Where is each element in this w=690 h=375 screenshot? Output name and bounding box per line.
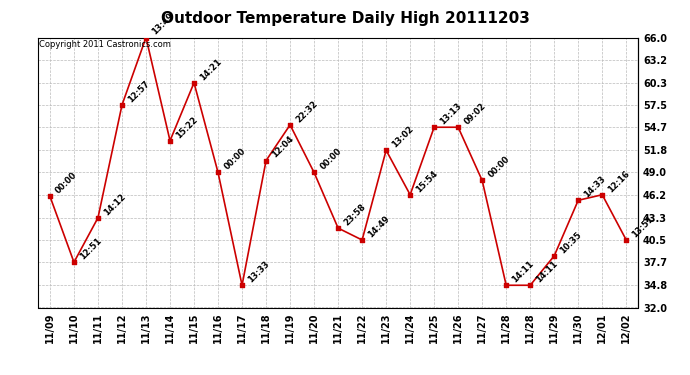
- Point: [284, 122, 295, 128]
- Point: [141, 34, 152, 40]
- Text: 14:49: 14:49: [366, 214, 391, 239]
- Text: 14:21: 14:21: [198, 57, 224, 82]
- Point: [164, 138, 175, 144]
- Text: Outdoor Temperature Daily High 20111203: Outdoor Temperature Daily High 20111203: [161, 11, 529, 26]
- Point: [621, 237, 632, 243]
- Text: 23:58: 23:58: [342, 202, 368, 227]
- Text: 13:13: 13:13: [438, 101, 464, 126]
- Text: 12:51: 12:51: [78, 236, 104, 261]
- Point: [44, 194, 55, 200]
- Point: [524, 282, 535, 288]
- Point: [477, 177, 488, 183]
- Point: [237, 282, 248, 288]
- Text: 22:32: 22:32: [294, 99, 319, 124]
- Text: 00:00: 00:00: [486, 154, 511, 180]
- Point: [261, 158, 272, 164]
- Text: 12:57: 12:57: [126, 79, 151, 104]
- Text: 00:00: 00:00: [222, 147, 247, 172]
- Text: 12:16: 12:16: [607, 169, 632, 194]
- Text: 00:00: 00:00: [318, 147, 343, 172]
- Text: 15:22: 15:22: [174, 115, 199, 140]
- Point: [597, 192, 608, 198]
- Point: [308, 170, 319, 176]
- Point: [357, 237, 368, 243]
- Point: [333, 225, 344, 231]
- Text: 09:02: 09:02: [462, 101, 487, 126]
- Point: [428, 124, 440, 130]
- Text: 13:02: 13:02: [391, 124, 415, 150]
- Text: 14:11: 14:11: [511, 259, 535, 285]
- Text: 13:49: 13:49: [150, 12, 175, 37]
- Point: [188, 80, 199, 86]
- Text: 13:51: 13:51: [631, 214, 655, 239]
- Text: 13:33: 13:33: [246, 260, 271, 285]
- Text: 14:11: 14:11: [534, 259, 560, 285]
- Point: [573, 197, 584, 203]
- Point: [117, 102, 128, 108]
- Point: [213, 170, 224, 176]
- Point: [501, 282, 512, 288]
- Text: 14:33: 14:33: [582, 174, 608, 200]
- Text: 12:04: 12:04: [270, 135, 295, 160]
- Text: Copyright 2011 Castronics.com: Copyright 2011 Castronics.com: [39, 40, 171, 49]
- Point: [381, 147, 392, 153]
- Text: 14:12: 14:12: [102, 192, 128, 217]
- Point: [453, 124, 464, 130]
- Point: [549, 253, 560, 259]
- Point: [404, 192, 415, 198]
- Point: [92, 215, 104, 221]
- Text: 00:00: 00:00: [54, 171, 79, 195]
- Point: [68, 259, 79, 265]
- Text: 10:35: 10:35: [558, 230, 584, 255]
- Text: 15:54: 15:54: [414, 169, 440, 194]
